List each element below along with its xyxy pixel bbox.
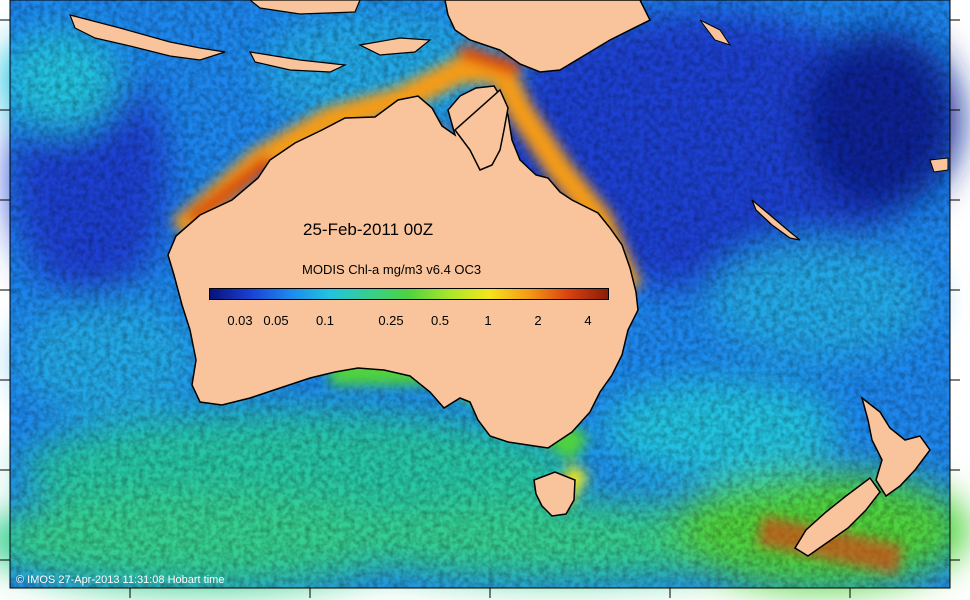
colorbar-tick: 4 bbox=[584, 313, 592, 328]
colorbar bbox=[209, 288, 609, 300]
colorbar-tick: 1 bbox=[484, 313, 492, 328]
colorbar-tick: 0.1 bbox=[315, 313, 335, 328]
frame-ticks bbox=[0, 19, 960, 598]
new-guinea bbox=[444, 0, 652, 73]
credit-text: © IMOS 27-Apr-2013 11:31:08 Hobart time bbox=[16, 574, 225, 586]
australia-landmass bbox=[167, 85, 639, 449]
new-zealand-south bbox=[793, 476, 881, 557]
colorbar-tick: 0.25 bbox=[378, 313, 404, 328]
colorbar-tick: 0.5 bbox=[430, 313, 450, 328]
cape-york bbox=[453, 88, 509, 171]
tasmania bbox=[533, 471, 576, 517]
new-caledonia bbox=[751, 199, 801, 241]
colorbar-tick: 0.05 bbox=[263, 313, 289, 328]
new-zealand-north bbox=[860, 396, 931, 498]
colorbar-tick: 0.03 bbox=[227, 313, 253, 328]
colorbar-title: MODIS Chl-a mg/m3 v6.4 OC3 bbox=[302, 262, 482, 277]
map-date-title: 25-Feb-2011 00Z bbox=[303, 220, 434, 239]
indonesia-islands bbox=[69, 14, 226, 61]
colorbar-tick: 2 bbox=[534, 313, 542, 328]
